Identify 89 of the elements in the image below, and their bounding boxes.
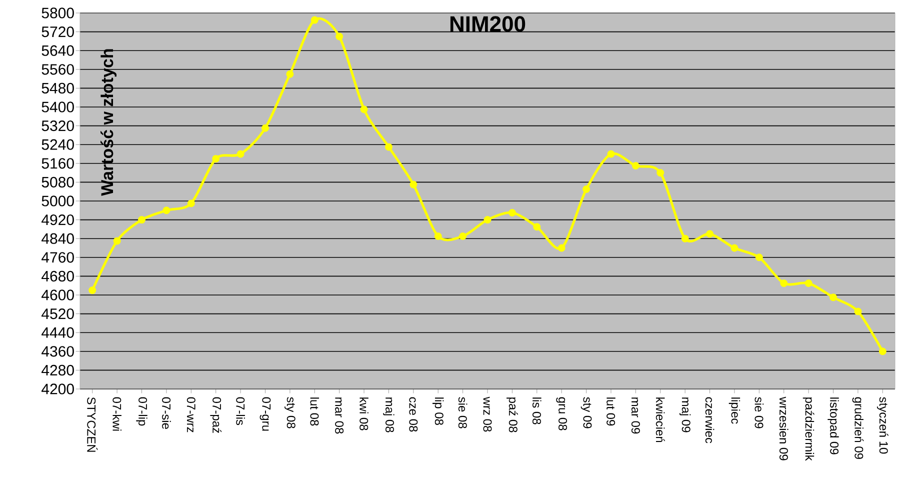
- x-tick-label: mar 09: [631, 398, 640, 434]
- point: [582, 185, 590, 193]
- x-tick-label: gru 08: [556, 397, 568, 430]
- point: [336, 32, 344, 40]
- x-tick-label: maj 09: [679, 398, 691, 432]
- y-tick-label: 5720: [42, 26, 74, 38]
- point: [681, 234, 689, 242]
- y-tick-label: 5080: [42, 176, 74, 188]
- y-tick-label: 5000: [42, 196, 74, 206]
- point: [212, 154, 220, 162]
- point: [878, 348, 886, 356]
- y-tick-label: 5320: [42, 120, 74, 132]
- x-tick-label: sty 08: [284, 397, 296, 428]
- y-tick-label: 4200: [42, 384, 74, 394]
- point: [632, 162, 640, 170]
- point: [459, 232, 467, 240]
- x-tick-label: mar 08: [335, 398, 344, 434]
- x-tick-label: lip 08: [432, 398, 444, 425]
- x-tick-label: sty 09: [580, 397, 592, 428]
- point: [830, 294, 838, 302]
- x-tick-label: listopad 09: [828, 398, 839, 454]
- y-tick-label: 4440: [42, 327, 74, 338]
- point: [804, 279, 812, 287]
- point: [706, 230, 714, 238]
- y-tick-label: 4760: [42, 252, 74, 263]
- x-tick-label: styczeń 10: [876, 397, 888, 454]
- x-tick-label: 07-paź: [210, 397, 222, 433]
- y-tick-label: 5240: [42, 139, 74, 150]
- point: [360, 106, 368, 114]
- point: [113, 237, 121, 245]
- x-tick-label: 07-gru: [260, 397, 271, 431]
- point: [384, 143, 392, 151]
- x-tick-label: lut 08: [310, 398, 320, 426]
- x-tick-label: lut 09: [606, 398, 616, 426]
- point: [261, 124, 269, 132]
- x-tick-label: czerwiec: [705, 397, 714, 444]
- x-tick-label: cze 08: [409, 397, 418, 432]
- x-tick-label: kwiecień: [656, 398, 665, 442]
- x-tick-label: wrzesien 09: [779, 396, 788, 460]
- x-tick-label: wrz 08: [483, 396, 492, 432]
- y-tick-label: 4680: [42, 270, 74, 282]
- y-tick-label: 5800: [42, 8, 74, 18]
- x-tick-label: 07-sie: [162, 397, 171, 429]
- y-tick-label: 4600: [42, 290, 74, 300]
- x-tick-label: 07-wrz: [186, 397, 196, 432]
- y-tick-label: 5160: [42, 158, 74, 169]
- point: [558, 244, 566, 252]
- x-tick-label: kwi 08: [360, 398, 368, 430]
- point: [533, 223, 541, 231]
- point: [854, 308, 862, 316]
- x-tick-label: lis 08: [532, 398, 542, 424]
- chart-title: NIM200: [450, 16, 526, 32]
- x-tick-label: sie 08: [458, 397, 468, 428]
- x-tick-label: 07-kwi: [112, 397, 122, 431]
- x-tick-label: grudzień 09: [852, 397, 864, 459]
- y-tick-label: 4360: [42, 346, 74, 357]
- point: [138, 216, 146, 224]
- x-tick-label: maj 08: [383, 398, 394, 432]
- y-tick-label: 4280: [42, 364, 74, 376]
- point: [310, 16, 318, 24]
- point: [236, 150, 244, 158]
- point: [187, 200, 195, 208]
- x-tick-label: 07-lis: [236, 397, 245, 426]
- point: [484, 216, 492, 224]
- point: [755, 254, 763, 262]
- point: [410, 180, 418, 188]
- point: [508, 208, 516, 216]
- y-tick-label: 5640: [42, 45, 74, 56]
- x-tick-label: STYCZEŃ: [87, 397, 98, 452]
- y-tick-label: 5480: [42, 82, 74, 94]
- x-tick-label: paździermik: [802, 398, 814, 461]
- y-tick-label: 4840: [42, 233, 74, 244]
- point: [286, 70, 294, 78]
- x-tick-label: sie 09: [754, 397, 764, 428]
- y-tick-label: 4920: [42, 214, 74, 226]
- y-tick-label: 5560: [42, 64, 74, 75]
- y-axis-title: Wartość w złotych: [100, 49, 117, 196]
- x-tick-label: paź 08: [506, 398, 518, 432]
- y-tick-label: 5400: [42, 102, 74, 112]
- point: [656, 169, 664, 177]
- point: [780, 279, 788, 287]
- point: [607, 150, 615, 158]
- point: [434, 232, 442, 240]
- point: [730, 244, 738, 252]
- point: [162, 206, 170, 214]
- x-tick-label: lipiec: [728, 398, 740, 424]
- y-tick-label: 4520: [42, 308, 74, 320]
- x-tick-label: 07-lip: [136, 397, 148, 426]
- point: [88, 286, 96, 294]
